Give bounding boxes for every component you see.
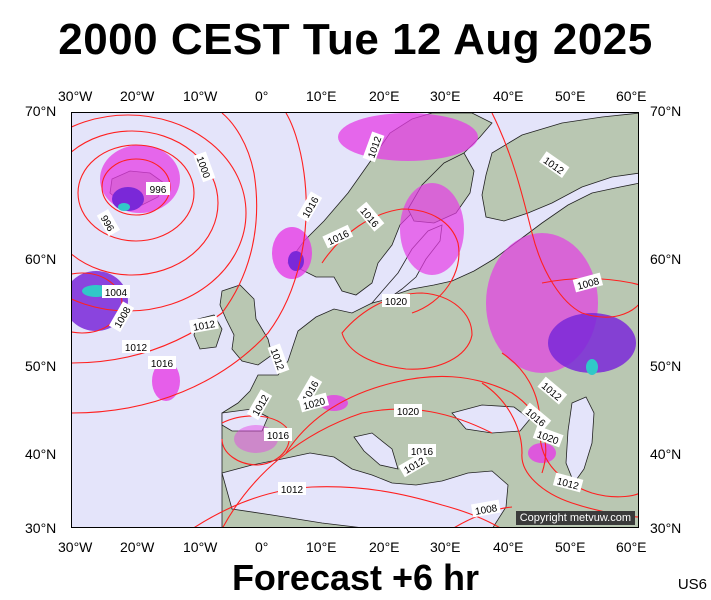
precip-azores: [152, 361, 180, 401]
precip-russia-peak: [586, 359, 598, 375]
inland-seas: [221, 224, 595, 527]
isobar-label-text: 1000: [194, 155, 212, 180]
lat-label: 40°N: [650, 446, 682, 462]
copyright-notice: Copyright metvuw.com: [515, 511, 635, 525]
british-isles-landmass: [219, 284, 273, 366]
lon-label: 0°: [255, 88, 269, 104]
isobar-label-text: 1012: [125, 343, 148, 354]
precip-norway-core: [288, 251, 304, 271]
isobar-1016-scand: [321, 208, 460, 314]
lon-label: 40°E: [493, 88, 524, 104]
lon-label: 10°W: [183, 539, 218, 555]
precip-iceland-peak: [118, 203, 130, 211]
lat-label: 30°N: [25, 520, 57, 536]
isobar-label: 1012: [188, 315, 219, 334]
lat-label: 70°N: [25, 103, 57, 119]
lat-label: 50°N: [650, 358, 682, 374]
lon-label: 50°E: [555, 88, 586, 104]
isobar-label: 1004: [102, 285, 130, 299]
lon-label: 0°: [255, 539, 269, 555]
isobar-label: 1008: [470, 499, 501, 518]
lat-label: 30°N: [650, 520, 682, 536]
isobar-label: 1016: [148, 356, 176, 370]
lon-label: 20°E: [369, 88, 400, 104]
isobar-label: 1020: [382, 294, 410, 308]
isobar-1020-central: [222, 408, 493, 527]
isobar-label: 1016: [264, 428, 292, 442]
isobar-label-text: 1004: [105, 288, 128, 299]
isobar-label-text: 1020: [385, 297, 408, 308]
isobar-label: 996: [146, 182, 170, 196]
precip-north-scandinavia: [338, 113, 478, 161]
adriatic-sea: [353, 432, 399, 470]
isobar-label: 1012: [278, 482, 306, 496]
isobar-label-text: 1012: [268, 347, 286, 372]
isobar-low-1000: [77, 144, 195, 242]
lon-label: 60°E: [616, 88, 647, 104]
isobar-1012-southeast: [501, 352, 638, 498]
lat-label: 60°N: [650, 251, 682, 267]
isobar-label-text: 996: [150, 185, 167, 196]
isobar-label-text: 1012: [281, 485, 304, 496]
lon-label: 50°E: [555, 539, 586, 555]
isobar-1012-south: [194, 486, 500, 527]
mediterranean-sea: [221, 452, 509, 527]
lon-label: 10°W: [183, 88, 218, 104]
precip-finland: [400, 183, 464, 275]
map-canvas: 996 1000 996 1004 1008 1012 1012 1012 10…: [72, 113, 638, 527]
isobar-label: 1016: [296, 191, 323, 223]
lat-label: 40°N: [25, 446, 57, 462]
lon-label: 10°E: [306, 88, 337, 104]
precipitation-areas: [72, 113, 636, 463]
isobar-1012-east: [491, 113, 638, 318]
forecast-lead-time: Forecast +6 hr: [231, 557, 480, 598]
isobar-label-text: 1008: [474, 503, 498, 518]
lon-label: 30°E: [430, 539, 461, 555]
isobar-label-text: 1016: [267, 431, 290, 442]
isobar-low-1004: [72, 130, 219, 276]
lon-label: 30°W: [58, 88, 93, 104]
isobar-label: 1020: [394, 404, 422, 418]
forecast-map: 996 1000 996 1004 1008 1012 1012 1012 10…: [71, 112, 639, 528]
forecast-title: 2000 CEST Tue 12 Aug 2025: [58, 15, 653, 64]
lon-label: 30°W: [58, 539, 93, 555]
lat-label: 70°N: [650, 103, 682, 119]
lat-label: 50°N: [25, 358, 57, 374]
lon-label: 40°E: [493, 539, 524, 555]
lon-label: 20°W: [120, 88, 155, 104]
isobar-1016-west: [72, 113, 307, 414]
precip-caucasus: [528, 443, 556, 463]
isobar-label: 996: [96, 209, 121, 237]
lon-label: 60°E: [616, 539, 647, 555]
isobar-label-text: 1012: [192, 319, 216, 334]
isobar-label: 1000: [193, 151, 216, 183]
lon-label: 10°E: [306, 539, 337, 555]
lat-label: 60°N: [25, 251, 57, 267]
caspian-sea: [565, 396, 595, 484]
isobar-label: 1012: [122, 340, 150, 354]
lon-label: 30°E: [430, 88, 461, 104]
lon-label: 20°W: [120, 539, 155, 555]
isobar-label: 1012: [267, 343, 290, 375]
precip-russia-core: [548, 313, 636, 373]
model-code: US6: [677, 576, 707, 593]
lon-label: 20°E: [369, 539, 400, 555]
isobar-label-text: 1020: [397, 407, 420, 418]
isobar-label-text: 1016: [151, 359, 174, 370]
